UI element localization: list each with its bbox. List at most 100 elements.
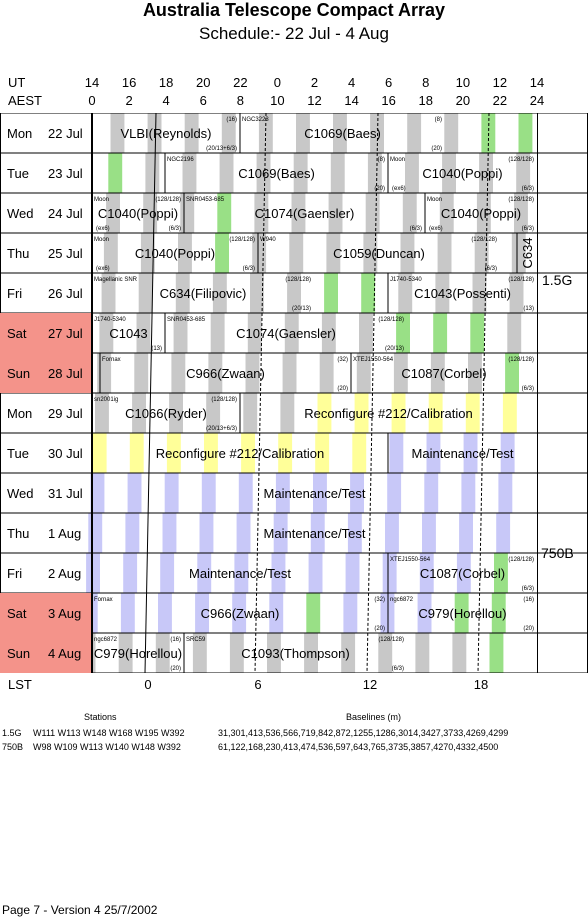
block-correlator: (128/128) bbox=[378, 317, 404, 323]
footer: Page 7 - Version 4 25/7/2002 bbox=[2, 903, 158, 917]
time-band bbox=[424, 473, 439, 513]
ut-tick: 10 bbox=[455, 75, 471, 90]
aest-tick: 2 bbox=[125, 93, 133, 108]
block-extra: (ex6) bbox=[96, 266, 110, 272]
schedule-block: C1074(Gaensler) SNR0453-685 (128/128) (20/1… bbox=[164, 313, 404, 353]
time-band bbox=[245, 353, 260, 393]
time-band bbox=[197, 553, 212, 593]
time-band bbox=[461, 473, 476, 513]
block-label: Maintenance/Test bbox=[412, 446, 514, 461]
block-frequency: (6/3) bbox=[522, 186, 534, 192]
block-correlator: (32) bbox=[337, 357, 348, 363]
day-label: Wed 31 Jul bbox=[0, 473, 92, 513]
page-title: Australia Telescope Compact Array bbox=[142, 0, 446, 20]
block-frequency: (6/3) bbox=[522, 586, 534, 592]
time-band bbox=[428, 393, 443, 433]
block-label: C1074(Gaensler) bbox=[236, 326, 336, 341]
time-band bbox=[134, 353, 149, 393]
block-frequency: (13) bbox=[151, 346, 162, 352]
stations-1: W111 W113 W148 W168 W195 W392 bbox=[33, 728, 185, 738]
day-date: 27 Jul bbox=[48, 326, 83, 341]
block-correlator: (128/128) bbox=[508, 557, 534, 563]
block-source: Fornax bbox=[94, 597, 113, 603]
day-date: 23 Jul bbox=[48, 166, 83, 181]
ut-tick: 2 bbox=[310, 75, 319, 90]
time-band bbox=[169, 393, 183, 433]
block-label: Maintenance/Test bbox=[264, 526, 366, 541]
time-band bbox=[494, 553, 508, 593]
time-band bbox=[405, 153, 419, 193]
time-band bbox=[502, 393, 517, 433]
time-band bbox=[136, 313, 151, 353]
aest-tick: 18 bbox=[418, 93, 433, 108]
time-band bbox=[465, 393, 480, 433]
time-band bbox=[280, 393, 295, 433]
time-band bbox=[184, 113, 199, 153]
time-band bbox=[287, 273, 301, 313]
time-band bbox=[352, 433, 367, 473]
lst-line bbox=[477, 113, 490, 673]
schedule-block: C1059(Duncan) W940 (128/128) (6/3) bbox=[257, 233, 497, 273]
time-band bbox=[219, 153, 234, 193]
time-band bbox=[419, 553, 434, 593]
time-band bbox=[217, 193, 232, 233]
block-frequency: (6/3) bbox=[243, 266, 255, 272]
block-frequency: (6/3) bbox=[169, 226, 181, 232]
day-name: Thu bbox=[7, 246, 30, 261]
time-band bbox=[241, 433, 255, 473]
time-band bbox=[129, 433, 144, 473]
time-band bbox=[160, 553, 175, 593]
page-subtitle: Schedule:- 22 Jul - 4 Aug bbox=[199, 24, 389, 43]
lst-line bbox=[366, 113, 379, 673]
block-label: C1069(Baes) bbox=[304, 126, 381, 141]
time-band bbox=[470, 313, 485, 353]
block-correlator: (32) bbox=[374, 597, 385, 603]
time-band bbox=[402, 193, 417, 233]
block-label: C1043(Possenti) bbox=[414, 286, 511, 301]
day-date: 2 Aug bbox=[48, 566, 82, 581]
time-band bbox=[250, 273, 264, 313]
time-band bbox=[437, 233, 452, 273]
time-band bbox=[356, 353, 371, 393]
block-correlator: (16) bbox=[170, 637, 181, 643]
day-label: Fri 26 Jul bbox=[0, 273, 92, 313]
block-source: ngc6872 bbox=[390, 597, 414, 603]
block-source: J1740-5340 bbox=[390, 277, 422, 283]
time-band bbox=[516, 153, 531, 193]
time-band bbox=[363, 233, 378, 273]
time-band bbox=[382, 553, 397, 593]
schedule-block: C1074(Gaensler) SNR0453-685 (6/3) bbox=[183, 193, 422, 233]
block-frequency: (6/3) bbox=[485, 266, 497, 272]
day-label: Mon 22 Jul bbox=[0, 113, 92, 153]
time-band bbox=[324, 273, 338, 313]
block-label: C1040(Poppi) bbox=[441, 206, 521, 221]
time-band bbox=[101, 273, 116, 313]
time-band bbox=[398, 273, 413, 313]
time-band bbox=[234, 553, 249, 593]
time-band bbox=[370, 113, 384, 153]
time-band bbox=[284, 313, 299, 353]
time-band bbox=[127, 473, 142, 513]
time-band bbox=[433, 313, 448, 353]
block-source: NGC2196 bbox=[167, 157, 194, 163]
block-frequency: (20/13+6/3) bbox=[206, 426, 237, 432]
day-label: Sat 27 Jul bbox=[0, 313, 92, 353]
config-label-2: 750B bbox=[541, 545, 574, 561]
time-band bbox=[278, 433, 293, 473]
time-band bbox=[291, 193, 306, 233]
day-name: Fri bbox=[7, 566, 23, 581]
block-correlator: (128/128) bbox=[229, 237, 255, 243]
day-name: Thu bbox=[7, 526, 30, 541]
time-band bbox=[422, 513, 436, 553]
schedule-block: C1069(Baes) NGC3223 (8) (20) bbox=[239, 113, 442, 153]
block-frequency: (20) bbox=[374, 186, 385, 192]
block-frequency: (20) bbox=[431, 146, 442, 152]
time-band bbox=[140, 233, 155, 273]
time-band bbox=[500, 433, 515, 473]
time-band bbox=[341, 633, 356, 673]
day-name: Mon bbox=[7, 126, 33, 141]
day-date: 25 Jul bbox=[48, 246, 83, 261]
time-band bbox=[118, 633, 133, 673]
time-band bbox=[479, 153, 493, 193]
time-band bbox=[463, 433, 478, 473]
